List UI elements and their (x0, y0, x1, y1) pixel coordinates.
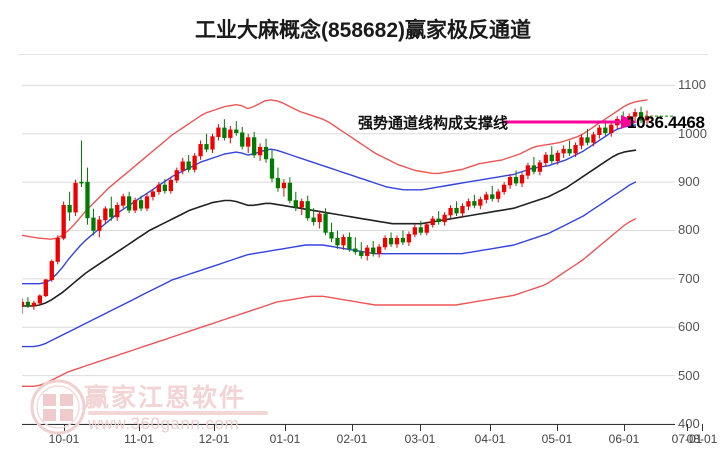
x-axis-tick (214, 424, 215, 431)
y-axis-tick-label: 400 (678, 416, 700, 431)
x-axis-tick-label: 01-01 (269, 432, 301, 446)
chart-svg (22, 84, 675, 424)
y-axis-tick-label: 600 (678, 319, 700, 335)
x-axis-tick (352, 424, 353, 431)
watermark-brand: 赢家江恩软件 (84, 384, 247, 412)
gridlines (22, 84, 675, 424)
y-axis-tick-label: 500 (678, 367, 700, 383)
watermark-bar (88, 411, 268, 415)
y-axis-tick-label: 700 (678, 270, 700, 286)
x-axis-tick-label: 05-01 (541, 432, 573, 446)
y-axis-labels: 1100 1000 900 800 700 600 500 400 (678, 66, 726, 431)
x-axis-tick-label: 02-01 (336, 432, 368, 446)
x-axis-tick-label: 04-01 (474, 432, 506, 446)
x-axis-tick (139, 424, 140, 431)
title-divider (18, 54, 708, 55)
x-axis-tick-label: 08-01 (686, 432, 718, 446)
x-axis-tick (285, 424, 286, 431)
y-axis-tick-label: 1000 (678, 125, 707, 141)
page-title: 工业大麻概念(858682)赢家极反通道 (194, 19, 532, 42)
x-axis-tick-label: 07-01 (671, 432, 703, 446)
annotation-label: 强势通道线构成支撑线 (358, 115, 509, 132)
candlestick-series (22, 106, 650, 314)
y-axis-tick-label: 900 (678, 174, 700, 190)
x-axis-tick (490, 424, 491, 431)
x-axis-tick-label: 03-01 (404, 432, 436, 446)
x-axis-tick (420, 424, 421, 431)
x-axis-line (22, 424, 675, 425)
y-axis-tick-label: 800 (678, 222, 700, 238)
y-axis-tick-label: 1100 (678, 77, 706, 93)
channel-bands (22, 99, 648, 387)
company-seal-icon (30, 379, 86, 435)
x-axis-tick-label: 11-01 (124, 432, 154, 446)
x-axis-tick-label: 10-01 (48, 432, 80, 446)
x-axis-tick-label: 12-01 (198, 432, 230, 446)
current-price-label: 1036.4468 (627, 113, 705, 132)
watermark-url: www.360gann.com (88, 414, 240, 433)
x-axis-tick (624, 424, 625, 431)
annotation-arrow-icon (503, 115, 637, 129)
x-axis-tick-label: 06-01 (608, 432, 640, 446)
x-axis-tick (702, 424, 703, 431)
x-axis-tick (687, 424, 688, 431)
chart-plot-area[interactable] (22, 66, 675, 424)
x-axis-tick (557, 424, 558, 431)
